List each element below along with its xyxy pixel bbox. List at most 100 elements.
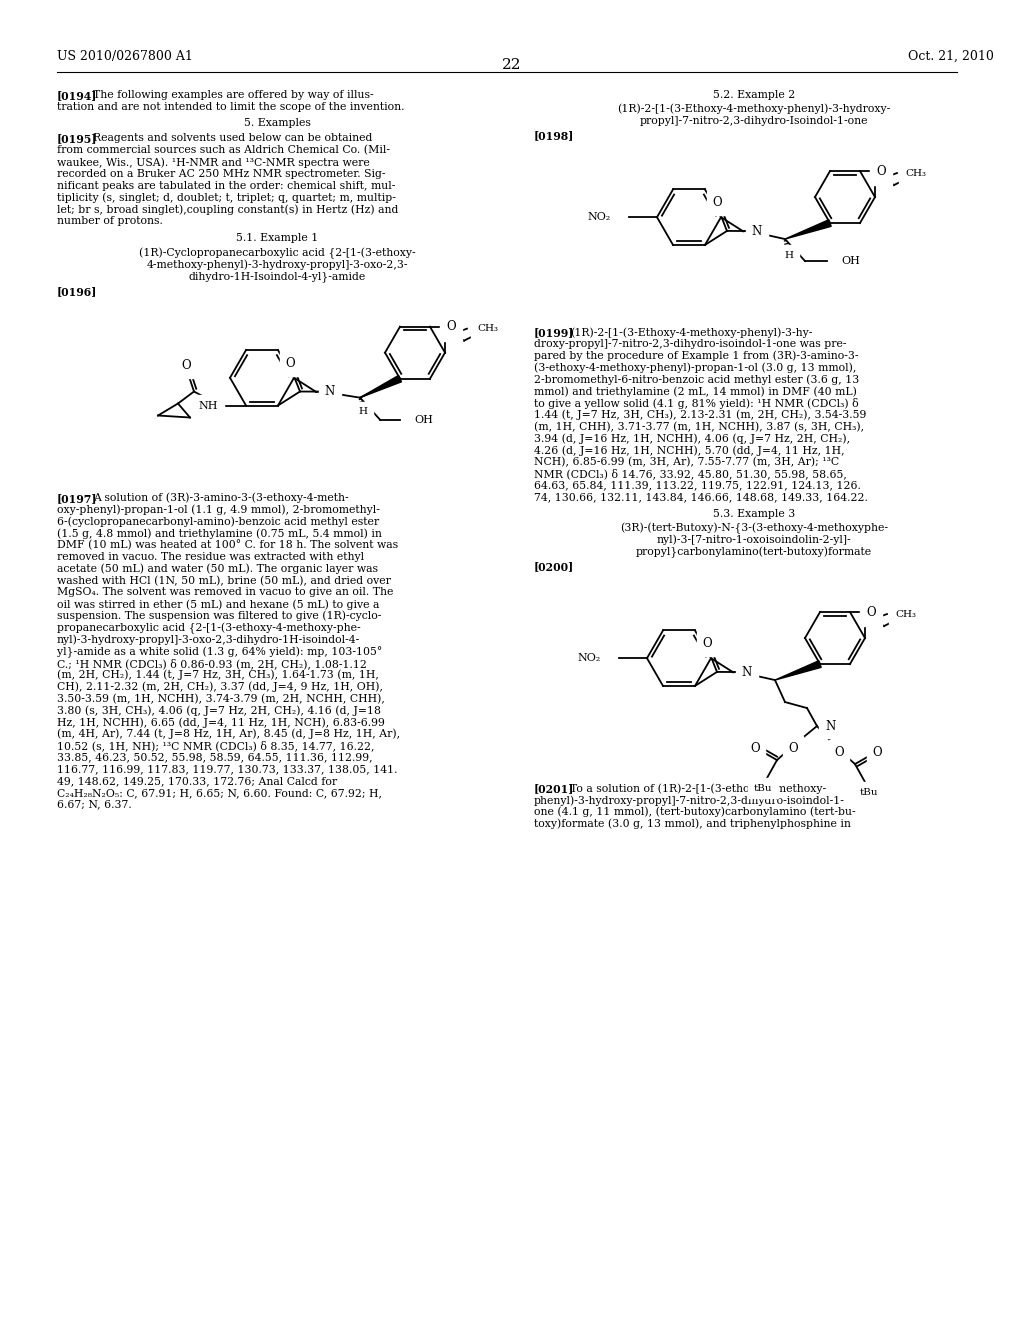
Text: propanecarboxylic acid {2-[1-(3-ethoxy-4-methoxy-phe-: propanecarboxylic acid {2-[1-(3-ethoxy-4… [57, 623, 360, 634]
Text: O: O [877, 166, 887, 180]
Polygon shape [360, 375, 401, 397]
Text: nyl)-3-[7-nitro-1-oxoisoindolin-2-yl]-: nyl)-3-[7-nitro-1-oxoisoindolin-2-yl]- [656, 535, 851, 545]
Text: H: H [358, 407, 368, 416]
Text: (1R)-2-[1-(3-Ethoxy-4-methoxy-phenyl)-3-hydroxy-: (1R)-2-[1-(3-Ethoxy-4-methoxy-phenyl)-3-… [617, 104, 891, 115]
Polygon shape [775, 661, 821, 680]
Text: let; br s, broad singlet),coupling constant(s) in Hertz (Hz) and: let; br s, broad singlet),coupling const… [57, 205, 398, 215]
Text: [0195]: [0195] [57, 133, 97, 144]
Text: yl}-amide as a white solid (1.3 g, 64% yield): mp, 103-105°: yl}-amide as a white solid (1.3 g, 64% y… [57, 647, 382, 657]
Text: 6.67; N, 6.37.: 6.67; N, 6.37. [57, 800, 132, 809]
Text: 5.2. Example 2: 5.2. Example 2 [713, 90, 795, 100]
Text: DMF (10 mL) was heated at 100° C. for 18 h. The solvent was: DMF (10 mL) was heated at 100° C. for 18… [57, 540, 398, 550]
Text: 4.26 (d, J=16 Hz, 1H, NCHH), 5.70 (dd, J=4, 11 Hz, 1H,: 4.26 (d, J=16 Hz, 1H, NCHH), 5.70 (dd, J… [534, 445, 845, 455]
Text: CH₃: CH₃ [477, 325, 498, 333]
Text: number of protons.: number of protons. [57, 216, 163, 226]
Text: CH), 2.11-2.32 (m, 2H, CH₂), 3.37 (dd, J=4, 9 Hz, 1H, OH),: CH), 2.11-2.32 (m, 2H, CH₂), 3.37 (dd, J… [57, 681, 383, 692]
Text: NH: NH [199, 400, 218, 411]
Text: 1.44 (t, J=7 Hz, 3H, CH₃), 2.13-2.31 (m, 2H, CH₂), 3.54-3.59: 1.44 (t, J=7 Hz, 3H, CH₃), 2.13-2.31 (m,… [534, 409, 866, 420]
Text: [0200]: [0200] [534, 561, 574, 573]
Text: CH₃: CH₃ [905, 169, 926, 178]
Text: O: O [702, 638, 712, 651]
Text: 3.50-3.59 (m, 1H, NCHH), 3.74-3.79 (m, 2H, NCHH, CHH),: 3.50-3.59 (m, 1H, NCHH), 3.74-3.79 (m, 2… [57, 693, 385, 704]
Text: from commercial sources such as Aldrich Chemical Co. (Mil-: from commercial sources such as Aldrich … [57, 145, 390, 156]
Text: Oct. 21, 2010: Oct. 21, 2010 [908, 50, 994, 63]
Text: nyl)-3-hydroxy-propyl]-3-oxo-2,3-dihydro-1H-isoindol-4-: nyl)-3-hydroxy-propyl]-3-oxo-2,3-dihydro… [57, 635, 360, 645]
Text: (3R)-(tert-Butoxy)-N-{3-(3-ethoxy-4-methoxyphe-: (3R)-(tert-Butoxy)-N-{3-(3-ethoxy-4-meth… [620, 523, 888, 535]
Text: 116.77, 116.99, 117.83, 119.77, 130.73, 133.37, 138.05, 141.: 116.77, 116.99, 117.83, 119.77, 130.73, … [57, 764, 397, 775]
Text: 2-bromomethyl-6-nitro-benzoic acid methyl ester (3.6 g, 13: 2-bromomethyl-6-nitro-benzoic acid methy… [534, 375, 859, 385]
Text: O: O [867, 607, 877, 620]
Text: toxy)formate (3.0 g, 13 mmol), and triphenylphosphine in: toxy)formate (3.0 g, 13 mmol), and triph… [534, 818, 851, 829]
Text: tBu: tBu [754, 784, 772, 792]
Text: O: O [866, 606, 876, 619]
Text: O: O [181, 359, 190, 372]
Text: tration and are not intended to limit the scope of the invention.: tration and are not intended to limit th… [57, 102, 404, 112]
Text: nificant peaks are tabulated in the order: chemical shift, mul-: nificant peaks are tabulated in the orde… [57, 181, 395, 190]
Text: OH: OH [414, 414, 433, 425]
Text: dihydro-1H-Isoindol-4-yl}-amide: dihydro-1H-Isoindol-4-yl}-amide [188, 271, 366, 282]
Text: O: O [835, 746, 844, 759]
Text: (1R)-Cyclopropanecarboxylic acid {2-[1-(3-ethoxy-: (1R)-Cyclopropanecarboxylic acid {2-[1-(… [138, 248, 416, 259]
Text: (1.5 g, 4.8 mmol) and triethylamine (0.75 mL, 5.4 mmol) in: (1.5 g, 4.8 mmol) and triethylamine (0.7… [57, 528, 382, 539]
Text: A solution of (3R)-3-amino-3-(3-ethoxy-4-meth-: A solution of (3R)-3-amino-3-(3-ethoxy-4… [93, 492, 348, 503]
Text: (1R)-2-[1-(3-Ethoxy-4-methoxy-phenyl)-3-hy-: (1R)-2-[1-(3-Ethoxy-4-methoxy-phenyl)-3-… [570, 327, 812, 338]
Text: to give a yellow solid (4.1 g, 81% yield): ¹H NMR (CDCl₃) δ: to give a yellow solid (4.1 g, 81% yield… [534, 399, 859, 409]
Text: (m, 4H, Ar), 7.44 (t, J=8 Hz, 1H, Ar), 8.45 (d, J=8 Hz, 1H, Ar),: (m, 4H, Ar), 7.44 (t, J=8 Hz, 1H, Ar), 8… [57, 729, 400, 739]
Text: mmol) and triethylamine (2 mL, 14 mmol) in DMF (40 mL): mmol) and triethylamine (2 mL, 14 mmol) … [534, 387, 857, 397]
Text: NMR (CDCl₃) δ 14.76, 33.92, 45.80, 51.30, 55.98, 58.65,: NMR (CDCl₃) δ 14.76, 33.92, 45.80, 51.30… [534, 469, 847, 479]
Text: (m, 1H, CHH), 3.71-3.77 (m, 1H, NCHH), 3.87 (s, 3H, CH₃),: (m, 1H, CHH), 3.71-3.77 (m, 1H, NCHH), 3… [534, 421, 864, 432]
Text: recorded on a Bruker AC 250 MHz NMR spectrometer. Sig-: recorded on a Bruker AC 250 MHz NMR spec… [57, 169, 385, 178]
Text: 22: 22 [502, 58, 522, 73]
Text: [0196]: [0196] [57, 286, 97, 297]
Text: 49, 148.62, 149.25, 170.33, 172.76; Anal Calcd for: 49, 148.62, 149.25, 170.33, 172.76; Anal… [57, 776, 337, 785]
Text: US 2010/0267800 A1: US 2010/0267800 A1 [57, 50, 193, 63]
Text: 3.80 (s, 3H, CH₃), 4.06 (q, J=7 Hz, 2H, CH₂), 4.16 (d, J=18: 3.80 (s, 3H, CH₃), 4.06 (q, J=7 Hz, 2H, … [57, 705, 381, 715]
Text: tiplicity (s, singlet; d, doublet; t, triplet; q, quartet; m, multip-: tiplicity (s, singlet; d, doublet; t, tr… [57, 193, 396, 203]
Text: (3-ethoxy-4-methoxy-phenyl)-propan-1-ol (3.0 g, 13 mmol),: (3-ethoxy-4-methoxy-phenyl)-propan-1-ol … [534, 363, 856, 374]
Text: 10.52 (s, 1H, NH); ¹³C NMR (CDCl₃) δ 8.35, 14.77, 16.22,: 10.52 (s, 1H, NH); ¹³C NMR (CDCl₃) δ 8.3… [57, 741, 375, 751]
Text: NCH), 6.85-6.99 (m, 3H, Ar), 7.55-7.77 (m, 3H, Ar); ¹³C: NCH), 6.85-6.99 (m, 3H, Ar), 7.55-7.77 (… [534, 457, 839, 467]
Text: NO₂: NO₂ [578, 653, 601, 663]
Text: 64.63, 65.84, 111.39, 113.22, 119.75, 122.91, 124.13, 126.: 64.63, 65.84, 111.39, 113.22, 119.75, 12… [534, 480, 861, 491]
Text: N: N [825, 719, 836, 733]
Text: C₂₄H₂₈N₂O₅: C, 67.91; H, 6.65; N, 6.60. Found: C, 67.92; H,: C₂₄H₂₈N₂O₅: C, 67.91; H, 6.65; N, 6.60. … [57, 788, 382, 797]
Text: [0201]: [0201] [534, 783, 574, 795]
Text: Reagents and solvents used below can be obtained: Reagents and solvents used below can be … [93, 133, 373, 144]
Text: 33.85, 46.23, 50.52, 55.98, 58.59, 64.55, 111.36, 112.99,: 33.85, 46.23, 50.52, 55.98, 58.59, 64.55… [57, 752, 373, 763]
Text: one (4.1 g, 11 mmol), (tert-butoxy)carbonylamino (tert-bu-: one (4.1 g, 11 mmol), (tert-butoxy)carbo… [534, 807, 856, 817]
Text: pared by the procedure of Example 1 from (3R)-3-amino-3-: pared by the procedure of Example 1 from… [534, 351, 858, 362]
Text: O: O [446, 321, 456, 333]
Text: [0199]: [0199] [534, 327, 574, 338]
Text: waukee, Wis., USA). ¹H-NMR and ¹³C-NMR spectra were: waukee, Wis., USA). ¹H-NMR and ¹³C-NMR s… [57, 157, 370, 168]
Text: [0194]: [0194] [57, 90, 97, 102]
Text: suspension. The suspension was filtered to give (1R)-cyclo-: suspension. The suspension was filtered … [57, 611, 381, 622]
Text: O: O [872, 746, 882, 759]
Text: MgSO₄. The solvent was removed in vacuo to give an oil. The: MgSO₄. The solvent was removed in vacuo … [57, 587, 393, 597]
Text: NO₂: NO₂ [588, 213, 611, 222]
Text: propyl}carbonylamino(tert-butoxy)formate: propyl}carbonylamino(tert-butoxy)formate [636, 546, 872, 558]
Text: OH: OH [841, 256, 860, 267]
Text: tBu: tBu [860, 788, 879, 796]
Text: removed in vacuo. The residue was extracted with ethyl: removed in vacuo. The residue was extrac… [57, 552, 365, 562]
Text: N: N [752, 224, 762, 238]
Text: The following examples are offered by way of illus-: The following examples are offered by wa… [93, 90, 374, 100]
Text: washed with HCl (1N, 50 mL), brine (50 mL), and dried over: washed with HCl (1N, 50 mL), brine (50 m… [57, 576, 391, 586]
Text: propyl]-7-nitro-2,3-dihydro-Isoindol-1-one: propyl]-7-nitro-2,3-dihydro-Isoindol-1-o… [640, 116, 868, 125]
Text: C.; ¹H NMR (CDCl₃) δ 0.86-0.93 (m, 2H, CH₂), 1.08-1.12: C.; ¹H NMR (CDCl₃) δ 0.86-0.93 (m, 2H, C… [57, 657, 367, 669]
Text: 6-(cyclopropanecarbonyl-amino)-benzoic acid methyl ester: 6-(cyclopropanecarbonyl-amino)-benzoic a… [57, 516, 379, 527]
Text: 5.3. Example 3: 5.3. Example 3 [713, 510, 795, 519]
Text: oil was stirred in ether (5 mL) and hexane (5 mL) to give a: oil was stirred in ether (5 mL) and hexa… [57, 599, 379, 610]
Text: Hz, 1H, NCHH), 6.65 (dd, J=4, 11 Hz, 1H, NCH), 6.83-6.99: Hz, 1H, NCHH), 6.65 (dd, J=4, 11 Hz, 1H,… [57, 717, 385, 727]
Text: O: O [751, 742, 760, 755]
Text: O: O [788, 742, 798, 755]
Text: 3.94 (d, J=16 Hz, 1H, NCHH), 4.06 (q, J=7 Hz, 2H, CH₂),: 3.94 (d, J=16 Hz, 1H, NCHH), 4.06 (q, J=… [534, 433, 850, 444]
Text: To a solution of (1R)-2-[1-(3-ethoxy-4-methoxy-: To a solution of (1R)-2-[1-(3-ethoxy-4-m… [570, 783, 826, 793]
Text: O: O [447, 322, 457, 335]
Text: 5. Examples: 5. Examples [244, 117, 310, 128]
Text: [0197]: [0197] [57, 492, 97, 504]
Text: 5.1. Example 1: 5.1. Example 1 [236, 232, 318, 243]
Polygon shape [785, 219, 831, 239]
Text: 74, 130.66, 132.11, 143.84, 146.66, 148.68, 149.33, 164.22.: 74, 130.66, 132.11, 143.84, 146.66, 148.… [534, 492, 868, 503]
Text: H: H [784, 251, 794, 260]
Text: O: O [286, 356, 295, 370]
